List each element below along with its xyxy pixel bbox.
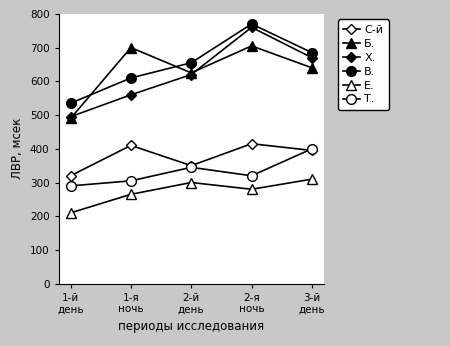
Б.	[249, 44, 254, 48]
С-й	[128, 143, 134, 147]
Line: Б.: Б.	[66, 41, 317, 123]
Line: В.: В.	[66, 19, 317, 108]
X-axis label: периоды исследования: периоды исследования	[118, 320, 264, 333]
В.	[68, 101, 73, 105]
Legend: С-й, Б., Х., В., Е., Т.: С-й, Б., Х., В., Е., Т.	[338, 19, 389, 110]
Б.	[309, 66, 315, 70]
Б.	[189, 71, 194, 75]
Line: Е.: Е.	[66, 174, 317, 218]
С-й	[68, 174, 73, 178]
Х.	[128, 93, 134, 97]
Х.	[249, 25, 254, 29]
Е.	[189, 181, 194, 185]
Т.	[128, 179, 134, 183]
Т.	[309, 147, 315, 151]
В.	[128, 76, 134, 80]
Х.	[309, 56, 315, 60]
В.	[249, 22, 254, 26]
Е.	[249, 187, 254, 191]
Е.	[128, 192, 134, 197]
В.	[189, 61, 194, 65]
С-й	[249, 142, 254, 146]
Т.	[249, 174, 254, 178]
Line: Т.: Т.	[66, 144, 317, 191]
Y-axis label: ЛВР, мсек: ЛВР, мсек	[11, 118, 24, 180]
В.	[309, 51, 315, 55]
Е.	[309, 177, 315, 181]
С-й	[309, 148, 315, 153]
С-й	[189, 164, 194, 168]
Т.	[68, 184, 73, 188]
Х.	[189, 73, 194, 77]
Line: С-й: С-й	[67, 140, 315, 179]
Line: Х.: Х.	[67, 24, 315, 120]
Б.	[128, 46, 134, 50]
Х.	[68, 115, 73, 119]
Т.	[189, 165, 194, 170]
Е.	[68, 211, 73, 215]
Б.	[68, 116, 73, 120]
